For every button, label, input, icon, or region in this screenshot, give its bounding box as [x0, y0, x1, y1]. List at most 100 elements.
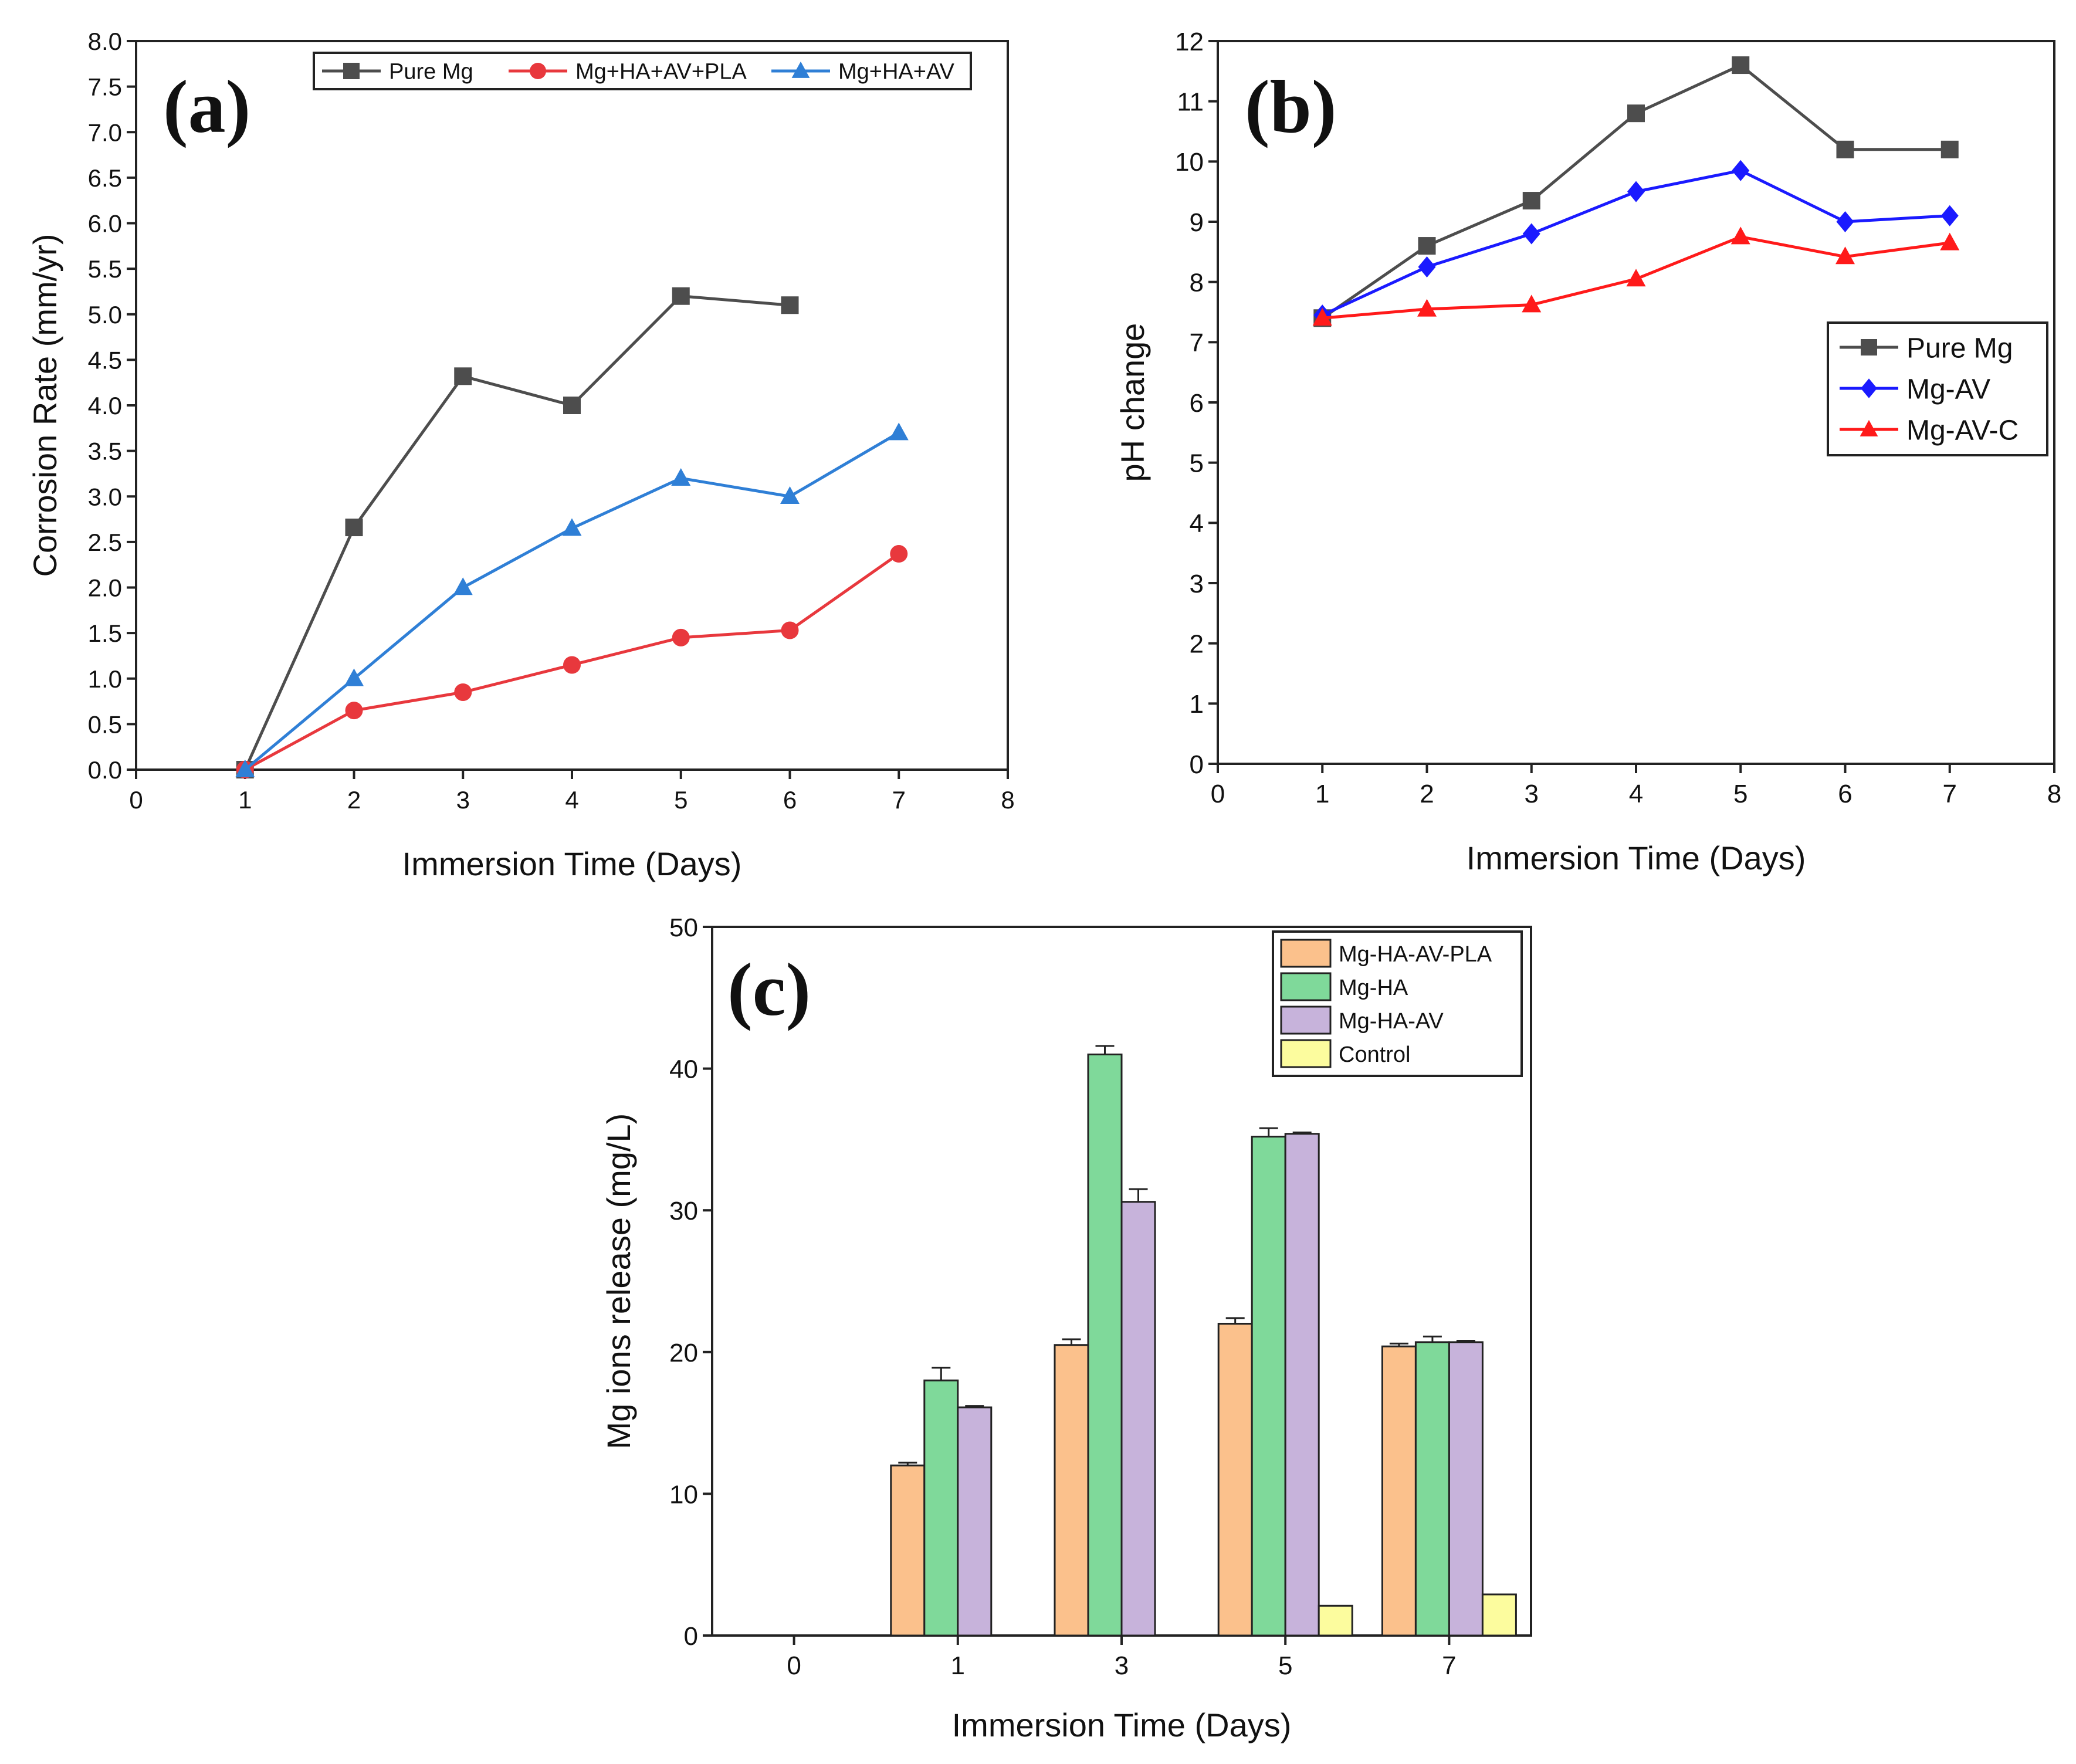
panel-a-corrosion-rate-chart: 0 1 2 3 4 5 6 7 8 0.0 0.5 1.0 1.5 2.0 2.5 3.0 3.5 4.0 4.5 5…	[26, 28, 1015, 882]
x-tick-label: 2	[1420, 780, 1434, 808]
x-tick-label: 1	[238, 786, 252, 814]
x-tick-label: 8	[2047, 780, 2061, 808]
y-tick-label: 7	[1190, 329, 1204, 357]
panel-label: (c)	[727, 948, 811, 1031]
data-point-mg-av-c	[1730, 226, 1750, 245]
y-axis-label: Mg ions release (mg/L)	[600, 1113, 637, 1450]
x-tick-label: 4	[565, 786, 578, 814]
data-point-mg-ha-av-pla	[781, 621, 799, 639]
legend-marker-mg-av	[1861, 378, 1877, 398]
data-point-mg-ha-av	[235, 759, 255, 777]
data-point-mg-ha-av	[889, 422, 909, 441]
y-tick-label: 2	[1190, 630, 1204, 659]
legend-label-pure-mg: Pure Mg	[389, 60, 473, 84]
data-point-mg-av	[1418, 256, 1436, 277]
y-tick-label: 9	[1190, 208, 1204, 237]
legend: Mg-HA-AV-PLA Mg-HA Mg-HA-AV Control	[1272, 930, 1523, 1077]
x-tick-label: 0	[787, 1651, 801, 1680]
data-point-pure-mg	[563, 397, 581, 414]
data-point-mg-ha-av	[562, 518, 582, 536]
legend: Pure Mg Mg+HA+AV+PLA Mg+HA+AV	[313, 52, 972, 90]
legend-marker-mg-ha-av-pla	[530, 63, 546, 79]
x-tick-label: 2	[347, 786, 361, 814]
y-tick-label: 2.0	[88, 574, 122, 602]
bar-mg-ha-av	[1284, 1133, 1320, 1637]
bar-mg-ha-av	[1448, 1341, 1484, 1637]
legend-swatch-mg-ha-av	[1280, 1005, 1332, 1035]
y-tick-label: 0	[1190, 750, 1204, 779]
data-point-mg-av	[1627, 181, 1645, 202]
y-tick-label: 10	[669, 1480, 698, 1509]
data-point-mg-av	[1522, 223, 1540, 245]
y-tick-label: 20	[669, 1339, 698, 1367]
x-tick-label: 6	[783, 786, 797, 814]
y-tick-label: 12	[1175, 28, 1204, 56]
y-tick-label: 5	[1190, 449, 1204, 478]
panel-label: (b)	[1245, 65, 1336, 148]
legend-marker-pure-mg	[343, 63, 360, 79]
data-point-pure-mg	[1522, 192, 1540, 210]
y-tick-label: 10	[1175, 148, 1204, 177]
data-point-mg-ha-av-pla	[454, 683, 472, 702]
legend-label-control: Control	[1339, 1042, 1411, 1067]
y-tick-label: 5.0	[88, 301, 122, 329]
data-point-pure-mg	[1836, 140, 1854, 158]
y-tick-label: 4.5	[88, 346, 122, 374]
legend-label-mg-ha-av: Mg+HA+AV	[838, 60, 954, 84]
bar-mg-ha	[1087, 1053, 1123, 1637]
y-tick-label: 4	[1190, 509, 1204, 538]
y-tick-label: 2.5	[88, 529, 122, 556]
data-point-pure-mg	[672, 287, 690, 305]
bar-control	[1318, 1604, 1353, 1637]
x-tick-label: 4	[1629, 780, 1643, 808]
data-point-mg-av	[1732, 160, 1750, 181]
y-axis-label: Corrosion Rate (mm/yr)	[26, 234, 63, 577]
x-tick-label: 6	[1838, 780, 1852, 808]
panel-label: (a)	[163, 65, 250, 148]
bar-control	[1481, 1593, 1517, 1637]
series-mg-av-c	[1312, 226, 1960, 326]
bar-mg-ha-av-pla	[1381, 1345, 1417, 1637]
y-tick-label: 1.0	[88, 665, 122, 693]
data-point-mg-ha-av-pla	[672, 628, 690, 646]
x-tick-label: 7	[892, 786, 906, 814]
bar-mg-ha	[923, 1379, 959, 1637]
bar-mg-ha-av	[957, 1406, 993, 1637]
bar-mg-ha	[1414, 1341, 1450, 1637]
x-tick-label: 8	[1001, 786, 1014, 814]
legend-swatch-mg-ha-av-pla	[1280, 939, 1332, 968]
bar-mg-ha-av-pla	[1054, 1344, 1089, 1637]
legend-swatch-mg-ha	[1280, 972, 1332, 1001]
bar-mg-ha	[1251, 1136, 1286, 1637]
y-tick-label: 3	[1190, 570, 1204, 598]
y-tick-label: 30	[669, 1197, 698, 1225]
x-tick-label: 0	[129, 786, 143, 814]
panel-c-mg-ion-release-chart: 0 10 20 30 40 50 0 1 3 5 7 Immersion Time (Days) Mg …	[600, 913, 1532, 1743]
x-tick-label: 1	[951, 1651, 965, 1680]
data-point-pure-mg	[1627, 104, 1645, 123]
data-point-mg-av	[1836, 211, 1854, 232]
data-point-mg-av-c	[1626, 269, 1646, 287]
data-point-mg-av-c	[1940, 232, 1960, 250]
y-tick-label: 4.0	[88, 392, 122, 419]
data-point-pure-mg	[1940, 140, 1959, 158]
data-point-mg-ha-av	[671, 468, 691, 486]
data-point-mg-ha-av-pla	[345, 702, 363, 720]
legend-label-mg-av: Mg-AV	[1906, 374, 1990, 405]
legend-frame	[313, 52, 972, 90]
bar-mg-ha-av-pla	[890, 1464, 926, 1637]
x-tick-label: 3	[1525, 780, 1539, 808]
legend-swatch-control	[1280, 1039, 1332, 1068]
series-mg-av	[1313, 160, 1959, 326]
legend-marker-mg-av-c	[1860, 419, 1878, 436]
bar-mg-ha-av-pla	[1217, 1322, 1253, 1637]
y-tick-label: 11	[1177, 88, 1204, 117]
y-tick-label: 0.5	[88, 710, 122, 738]
legend-label-mg-ha-av: Mg-HA-AV	[1339, 1009, 1444, 1034]
data-point-mg-av	[1940, 205, 1959, 226]
x-axis-label: Immersion Time (Days)	[402, 845, 742, 882]
y-tick-label: 6	[1190, 389, 1204, 418]
x-tick-label: 0	[1211, 780, 1225, 808]
data-point-mg-ha-av	[780, 486, 800, 504]
